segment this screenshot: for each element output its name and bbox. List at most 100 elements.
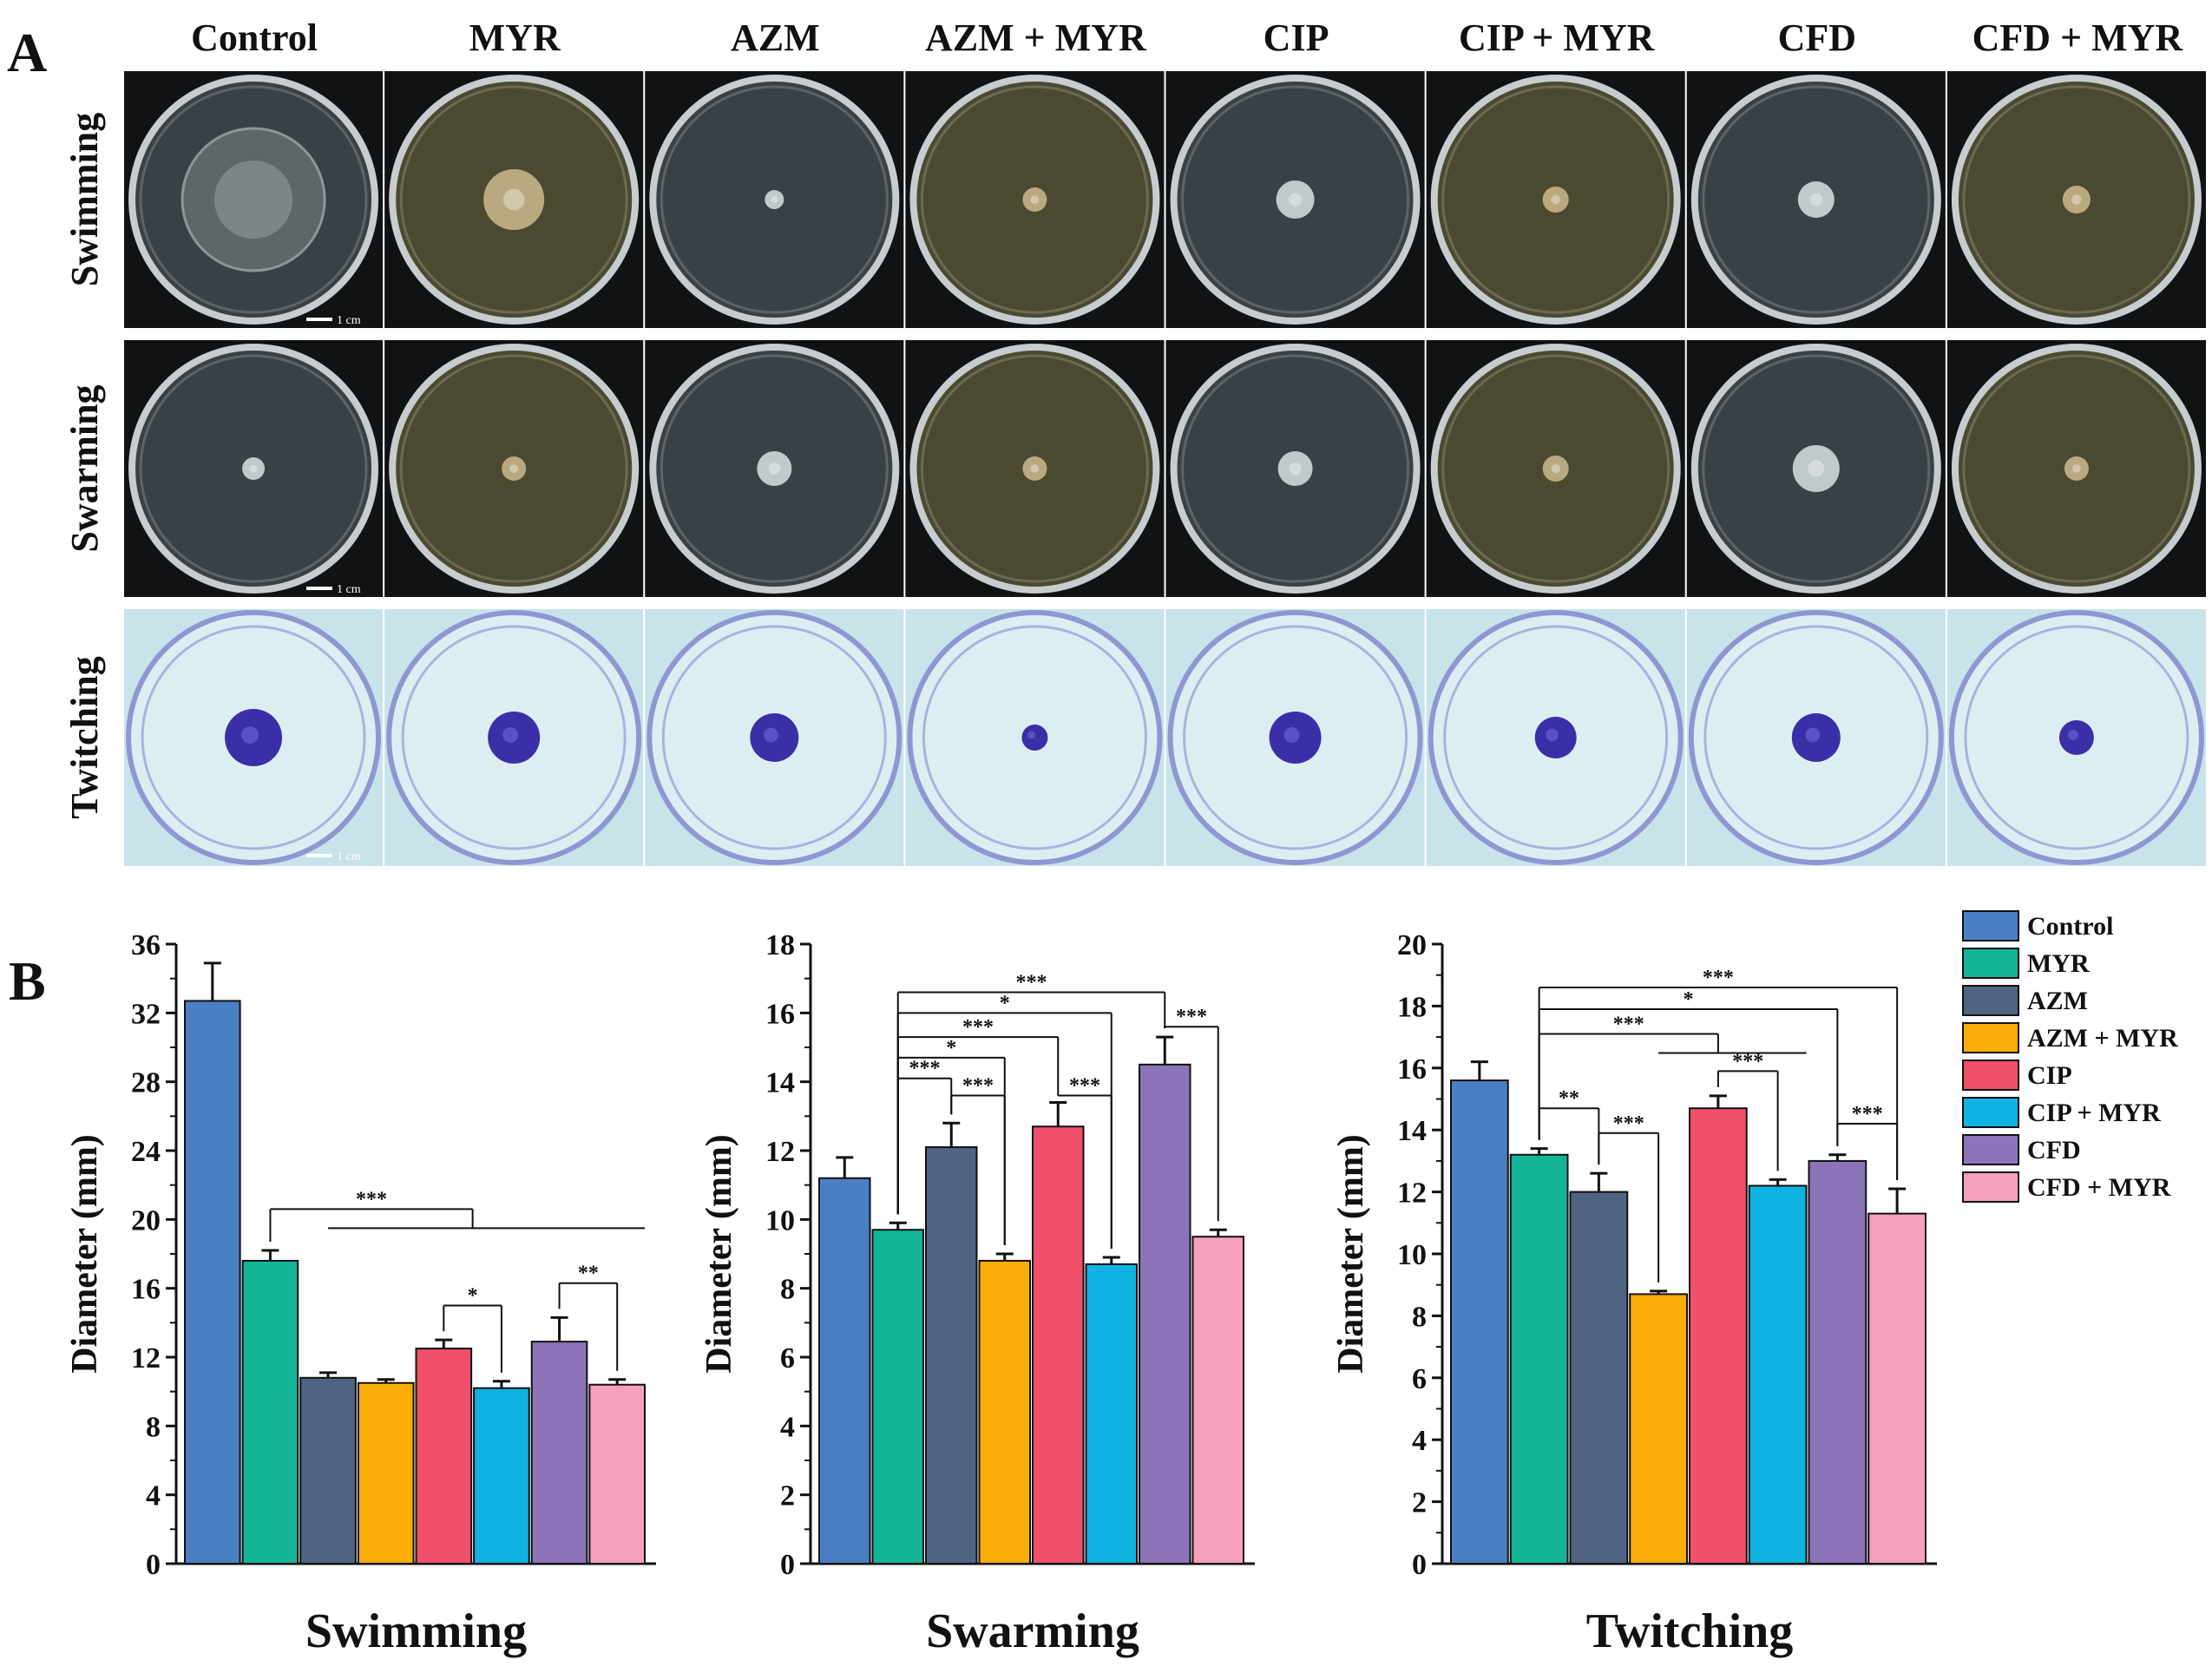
plate-swarming-cfd-myr (1946, 340, 2206, 597)
column-label-azm: AZM (731, 16, 820, 59)
dish-inner-ring (1962, 85, 2191, 314)
scale-bar-label: 1 cm (337, 314, 361, 327)
column-label-control: Control (191, 16, 318, 59)
bacterial-colony (1792, 445, 1840, 492)
y-tick-label: 10 (765, 1204, 795, 1237)
dish-inner-ring (1962, 354, 2191, 583)
significance-label: *** (1613, 1112, 1644, 1135)
colony-center (1805, 727, 1821, 743)
y-tick-label: 2 (1412, 1487, 1427, 1519)
significance-bracket: *** (1836, 1103, 1899, 1181)
plate-swimming-myr (384, 71, 644, 328)
bar-myr (871, 1229, 924, 1565)
y-axis-title: Diameter (mm) (699, 1134, 739, 1374)
colony-center (2071, 194, 2082, 205)
colony-center (509, 464, 519, 473)
bar-cfd-myr (588, 1383, 646, 1565)
y-tick-label: 10 (1397, 1239, 1427, 1271)
significance-label: *** (1069, 1075, 1100, 1098)
legend-item-cfd-myr: CFD + MYR (1962, 1171, 2171, 1203)
plate-twitching-myr (384, 609, 644, 866)
significance-label: ** (1559, 1087, 1579, 1110)
row-label-twitching: Twitching (63, 656, 106, 818)
dish-inner-ring (141, 625, 366, 850)
legend-item-cfd: CFD (1962, 1134, 2081, 1165)
colony-center (768, 463, 781, 475)
bacterial-colony (1022, 187, 1047, 212)
scale-bar-label: 1 cm (337, 850, 361, 863)
plate-swimming-azm-myr (905, 71, 1165, 328)
y-tick-label: 20 (1397, 929, 1427, 961)
column-label-cfd: CFD (1778, 16, 1856, 59)
significance-label: *** (1613, 1014, 1644, 1036)
bar-cfd (1139, 1063, 1191, 1565)
legend-swatch (1962, 1022, 2019, 1053)
plate-swarming-azm (645, 340, 904, 597)
legend-label: CFD (2027, 1136, 2081, 1165)
x-axis-title: Swarming (926, 1604, 1139, 1658)
bar-azm (925, 1146, 978, 1565)
colony-center (1551, 463, 1560, 474)
row-label-swarming: Swarming (63, 384, 106, 552)
legend-item-cip: CIP (1962, 1060, 2072, 1091)
colony-center (771, 196, 778, 203)
bar-cip-myr (1748, 1184, 1808, 1565)
y-axis-title: Diameter (mm) (65, 1134, 105, 1374)
bacterial-colony (1277, 451, 1313, 486)
significance-bracket: *** (1538, 967, 1899, 1181)
legend-item-azm: AZM (1962, 985, 2088, 1016)
plate-twitching-control: 1 cm (124, 609, 384, 866)
plate-swarming-cfd (1686, 340, 1946, 597)
plate-swimming-azm (645, 71, 904, 328)
plate-twitching-cip-myr (1426, 609, 1685, 866)
chart-twitching: 0 2 4 6 8 10 12 14 16 18 20 Diameter (mm) Twitching *… (1331, 929, 1937, 1658)
y-tick-label: 8 (146, 1411, 161, 1443)
significance-label: *** (356, 1188, 387, 1210)
bacterial-colony (1542, 187, 1569, 213)
significance-bracket: * (443, 1285, 502, 1373)
plate-swarming-cip-myr (1426, 340, 1685, 597)
plate-swarming-cip (1165, 340, 1425, 597)
dish-inner-ring (1702, 85, 1931, 314)
y-tick-label: 24 (131, 1136, 161, 1168)
colony-center (1289, 463, 1302, 475)
significance-bracket: *** (1598, 1112, 1660, 1283)
significance-bracket: *** (1716, 1050, 1779, 1171)
y-tick-label: 12 (131, 1342, 161, 1374)
plate-swimming-cip (1165, 71, 1425, 328)
colony-center (502, 188, 525, 211)
row-label-swimming: Swimming (63, 113, 106, 286)
significance-label: * (946, 1037, 956, 1060)
dish-inner-ring (661, 625, 887, 850)
legend-swatch (1962, 910, 2019, 941)
bacterial-colony (242, 457, 266, 480)
bacterial-colony (2064, 456, 2089, 481)
legend: Control MYR AZM AZM + MYR CIP CIP + MYR CFD CFD… (1962, 910, 2178, 1203)
significance-label: *** (1176, 1006, 1207, 1028)
dish-inner-ring (1441, 354, 1670, 583)
significance-bracket: *** (1538, 1014, 1807, 1140)
bacterial-colony (765, 190, 784, 209)
bar-cip (1032, 1125, 1085, 1565)
legend-label: AZM (2027, 987, 2088, 1015)
legend-swatch (1962, 1134, 2019, 1165)
y-tick-label: 0 (146, 1549, 161, 1581)
bacterial-colony (2062, 186, 2091, 213)
plate-swarming-control: 1 cm (124, 340, 384, 597)
significance-bracket: *** (269, 1188, 645, 1243)
dish-inner-ring (920, 85, 1149, 314)
significance-label: *** (1703, 967, 1734, 989)
colony-center (502, 727, 519, 743)
significance-label: * (1684, 988, 1694, 1011)
colony-center (763, 727, 778, 743)
dish-inner-ring (1183, 625, 1408, 850)
bar-cfd-myr (1867, 1212, 1926, 1565)
significance-label: ** (578, 1263, 599, 1285)
bacterial-colony (483, 169, 545, 230)
colony-center (1030, 464, 1040, 473)
y-tick-label: 32 (131, 998, 161, 1030)
significance-label: *** (1852, 1103, 1883, 1125)
plate-swarming-myr (384, 340, 644, 597)
legend-swatch (1962, 1171, 2019, 1203)
bar-control (1450, 1079, 1509, 1565)
